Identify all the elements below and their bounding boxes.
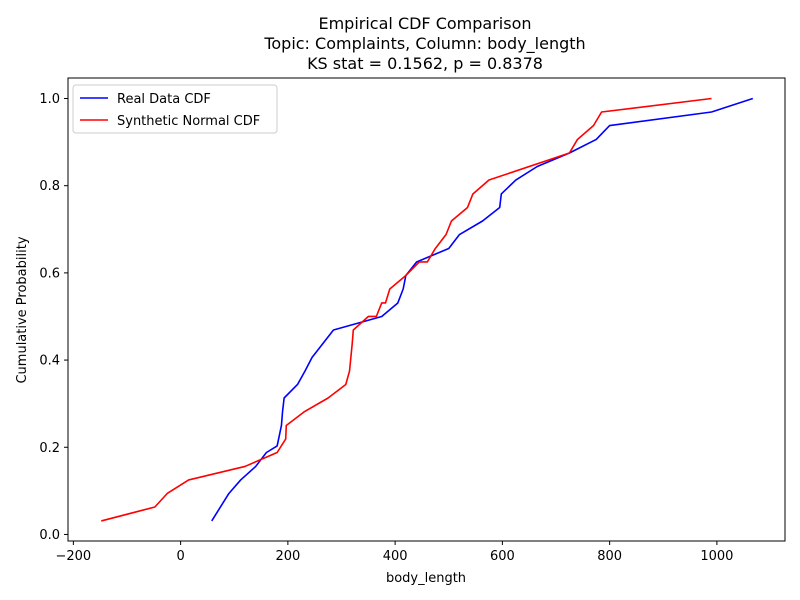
chart-title-line-2: Topic: Complaints, Column: body_length	[263, 34, 585, 54]
legend-box	[72, 84, 278, 134]
x-axis-label: body_length	[386, 571, 466, 586]
y-tick-label: 0.6	[39, 266, 60, 281]
series-layer	[101, 97, 754, 522]
x-tick-label: 800	[597, 549, 622, 564]
legend-label-real: Real Data CDF	[117, 92, 211, 107]
x-axis: −200 0 200 400 600 800 1000	[56, 541, 733, 564]
x-tick-label: 0	[176, 549, 184, 564]
y-axis-label: Cumulative Probability	[15, 236, 30, 383]
x-tick-label: 200	[275, 549, 300, 564]
x-tick-label: −200	[56, 549, 92, 564]
x-tick-label: 1000	[700, 549, 733, 564]
y-tick-label: 0.8	[39, 179, 60, 194]
legend: Real Data CDF Synthetic Normal CDF	[72, 84, 278, 134]
y-tick-label: 0.4	[39, 354, 60, 369]
y-tick-label: 1.0	[39, 92, 60, 107]
x-tick-label: 400	[383, 549, 408, 564]
legend-label-synthetic: Synthetic Normal CDF	[117, 114, 260, 129]
axes-frame	[67, 77, 786, 542]
chart-title-line-1: Empirical CDF Comparison	[318, 14, 531, 33]
y-axis: 0.0 0.2 0.4 0.6 0.8 1.0	[39, 92, 68, 543]
y-tick-label: 0.2	[39, 441, 60, 456]
x-tick-label: 600	[490, 549, 515, 564]
series-line-real	[211, 97, 754, 522]
series-line-synthetic	[101, 97, 712, 522]
chart-title-line-3: KS stat = 0.1562, p = 0.8378	[307, 54, 543, 73]
plot-area	[101, 97, 754, 522]
y-tick-label: 0.0	[39, 528, 60, 543]
